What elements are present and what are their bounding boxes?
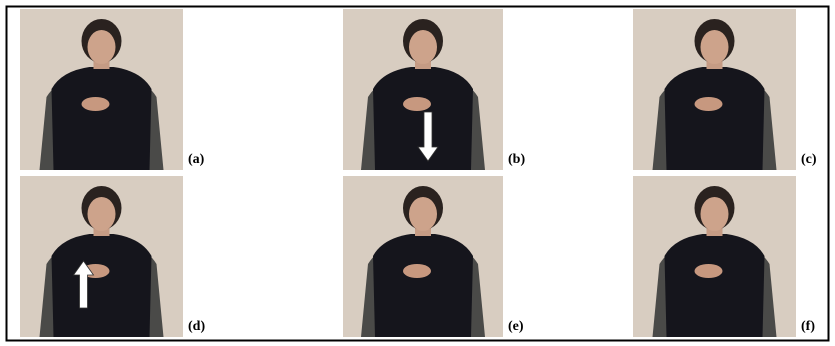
torso <box>665 234 765 337</box>
torso <box>52 67 152 170</box>
face <box>88 30 116 64</box>
torso <box>373 234 473 337</box>
face <box>88 197 116 231</box>
face <box>701 30 729 64</box>
torso <box>665 67 765 170</box>
photo-panel: (b) <box>343 9 525 170</box>
figure: (a) (b) (c) (d) (e) (f) <box>0 0 835 346</box>
photo-panel: (e) <box>343 176 524 337</box>
hand <box>403 264 431 278</box>
hand <box>695 97 723 111</box>
photo-panel: (c) <box>633 9 817 170</box>
panel-label: (f) <box>801 319 815 334</box>
panel-label: (d) <box>188 319 205 334</box>
face <box>701 197 729 231</box>
panel-label: (b) <box>508 152 525 167</box>
panel-label: (e) <box>508 319 524 334</box>
hand <box>82 97 110 111</box>
hand <box>695 264 723 278</box>
photo-panel: (f) <box>633 176 815 337</box>
face <box>409 30 437 64</box>
torso <box>52 234 152 337</box>
panel-label: (c) <box>801 152 817 167</box>
hand <box>403 97 431 111</box>
photo-panel: (d) <box>20 176 205 337</box>
panel-label: (a) <box>188 152 205 167</box>
photo-panel: (a) <box>20 9 205 170</box>
face <box>409 197 437 231</box>
